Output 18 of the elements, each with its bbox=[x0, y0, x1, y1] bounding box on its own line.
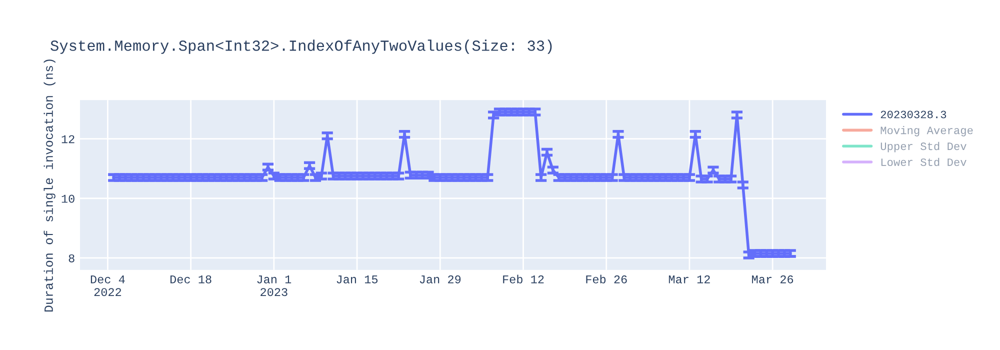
legend-label: Moving Average bbox=[880, 126, 973, 136]
x-tick-label: Mar 12 bbox=[668, 275, 710, 284]
x-tick-label: Dec 4 2022 bbox=[90, 275, 125, 296]
y-tick-label: 10 bbox=[62, 194, 74, 203]
y-axis-title: Duration of single invocation (ns) bbox=[44, 60, 56, 312]
x-tick-label: Jan 1 2023 bbox=[257, 275, 292, 296]
chart-title: System.Memory.Span<Int32>.IndexOfAnyTwoValues(Size: 33) bbox=[50, 40, 552, 54]
x-tick-label: Dec 18 bbox=[170, 275, 212, 284]
x-tick-label: Feb 12 bbox=[503, 274, 544, 284]
legend-label: Lower Std Dev bbox=[881, 158, 966, 166]
x-tick-label: Mar 26 bbox=[752, 275, 794, 284]
x-tick-label: Jan 29 bbox=[420, 275, 461, 284]
legend-label: 20230328.3 bbox=[880, 110, 946, 118]
x-tick-label: Feb 26 bbox=[586, 274, 627, 284]
legend-label: Upper Std Dev bbox=[880, 142, 966, 152]
y-tick-label: 12 bbox=[62, 135, 74, 144]
y-tick-label: 8 bbox=[68, 254, 74, 262]
x-tick-label: Jan 15 bbox=[336, 275, 378, 284]
